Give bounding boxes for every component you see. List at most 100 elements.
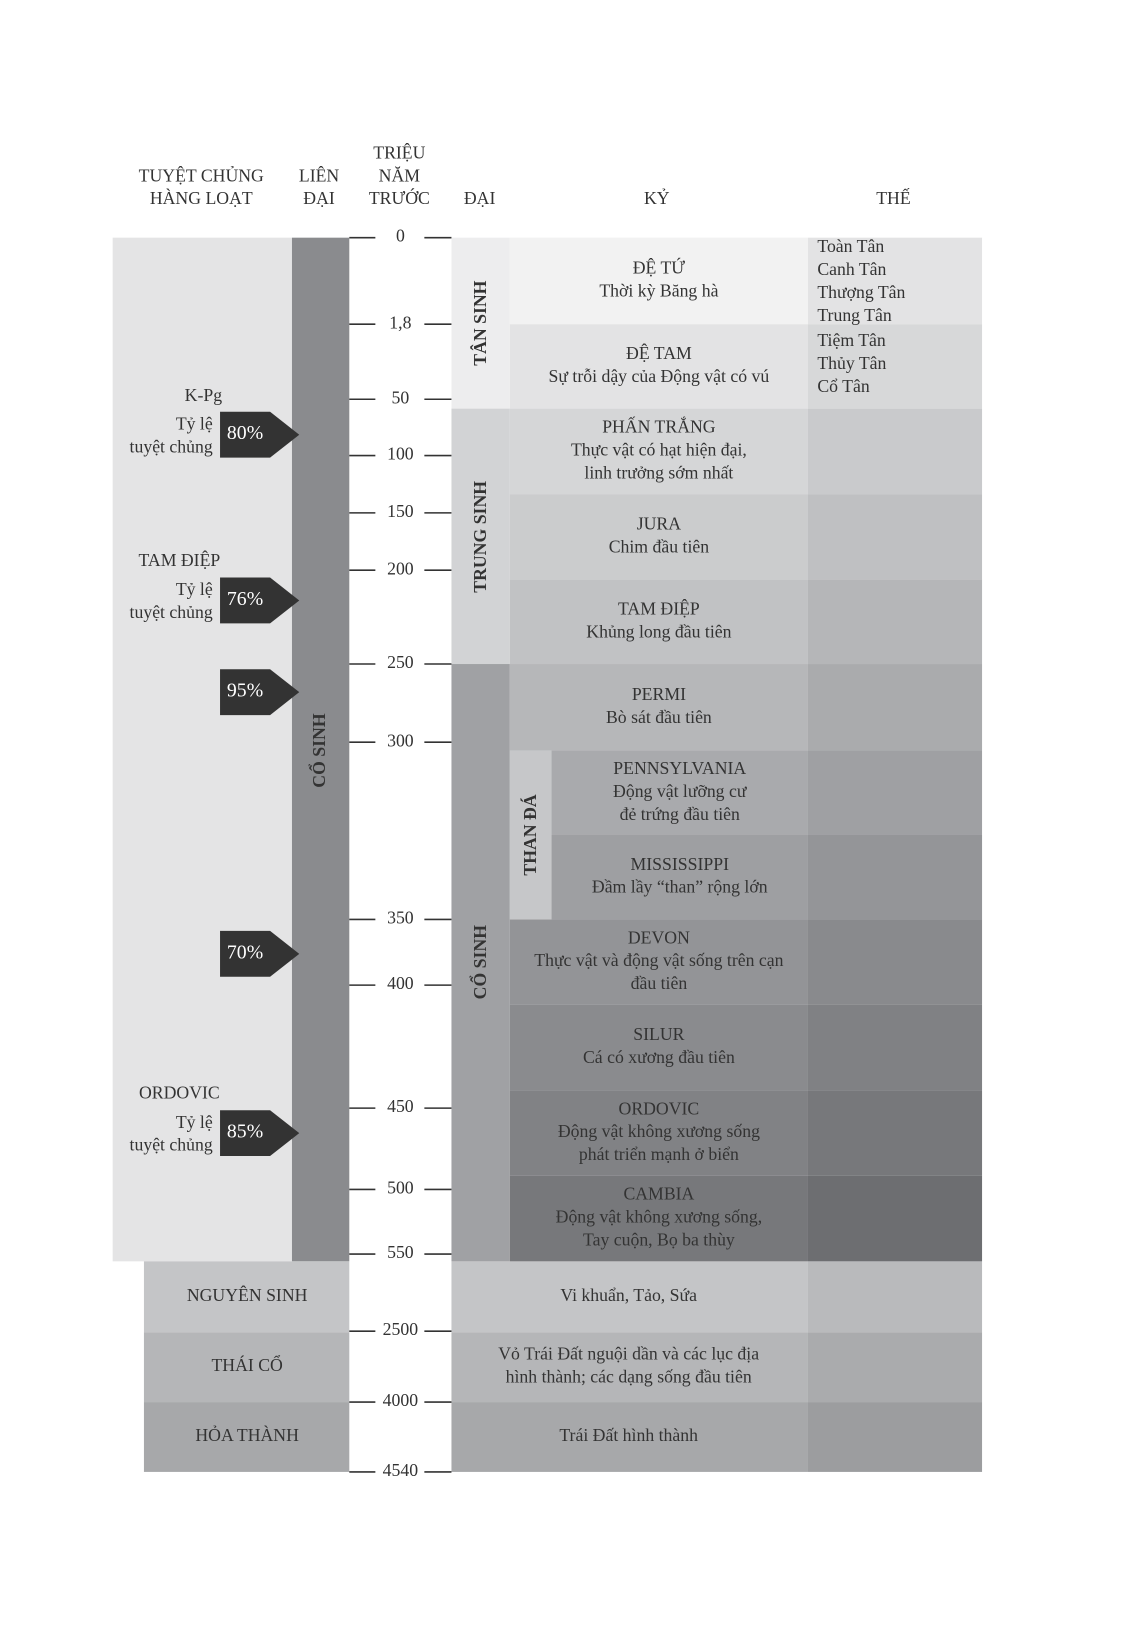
- extinction-name: TAM ĐIỆP: [139, 550, 221, 570]
- extinction-percent: 95%: [227, 680, 263, 702]
- precambrian-eon: [143, 1332, 350, 1403]
- period-desc: Khủng long đầu tiên: [586, 621, 731, 641]
- era-cell: [451, 664, 510, 1262]
- period-desc: Chim đầu tiên: [609, 536, 710, 556]
- extinction-rate: tuyệt chủng: [130, 602, 213, 622]
- column-header: HÀNG LOẠT: [150, 188, 253, 208]
- precambrian-desc-cell: [451, 1261, 808, 1333]
- column-header: TUYỆT CHỦNG: [139, 165, 264, 185]
- extinction-marker: [220, 411, 300, 458]
- epoch-label: Trung Tân: [817, 305, 891, 325]
- carboniferous-cell: [509, 750, 552, 920]
- time-label: 550: [387, 1242, 414, 1262]
- column-header: ĐẠI: [464, 188, 496, 208]
- period-desc: Bò sát đầu tiên: [606, 707, 712, 727]
- epoch-label: Canh Tân: [817, 259, 886, 279]
- extinction-rate: Tỷ lệ: [176, 1112, 213, 1132]
- epoch-cell: [807, 750, 983, 835]
- period-cell: [509, 664, 808, 751]
- precambrian-epoch-cell: [807, 1402, 983, 1472]
- time-label: 1,8: [389, 312, 411, 332]
- period-desc: Động vật không xương sống: [558, 1121, 760, 1141]
- time-label: 50: [392, 387, 410, 407]
- period-cell: [509, 579, 808, 665]
- time-label: 500: [387, 1177, 414, 1197]
- epoch-label: Cổ Tân: [817, 376, 869, 396]
- precambrian-desc: Vỏ Trái Đất nguội dần và các lục địa: [498, 1344, 759, 1364]
- extinction-rate: Tỷ lệ: [176, 413, 213, 433]
- precambrian-desc: Trái Đất hình thành: [559, 1425, 698, 1445]
- period-desc: Cá có xương đầu tiên: [583, 1047, 735, 1067]
- period-name: TAM ĐIỆP: [618, 598, 700, 618]
- extinction-rate: Tỷ lệ: [176, 579, 213, 599]
- period-desc: phát triển mạnh ở biển: [579, 1144, 739, 1164]
- period-desc: đầu tiên: [631, 973, 688, 993]
- time-label: 350: [387, 907, 414, 927]
- precambrian-desc: Vi khuẩn, Tảo, Sứa: [560, 1285, 697, 1305]
- eon-bar: [291, 237, 350, 1262]
- period-desc: linh trưởng sớm nhất: [584, 462, 733, 482]
- precambrian-eon-label: HỎA THÀNH: [195, 1425, 299, 1445]
- period-cell: [509, 1004, 808, 1091]
- epoch-label: Thủy Tân: [817, 353, 886, 373]
- extinction-marker: [220, 1110, 300, 1157]
- column-header: TRIỆU: [373, 142, 425, 162]
- period-name: JURA: [637, 513, 682, 533]
- period-desc: Thực vật và động vật sống trên cạn: [534, 950, 783, 970]
- time-label: 250: [387, 652, 414, 672]
- period-cell: [551, 750, 808, 835]
- epoch-cell: [807, 1175, 983, 1262]
- time-label: 4000: [383, 1390, 419, 1410]
- era-label: TÂN SINH: [470, 280, 490, 365]
- epoch-cell: [807, 1004, 983, 1091]
- eon-label: CỔ SINH: [309, 713, 329, 788]
- period-cell: [509, 324, 808, 409]
- period-desc: Thời kỳ Băng hà: [599, 280, 718, 300]
- period-name: ORDOVIC: [619, 1098, 700, 1118]
- period-name: CAMBIA: [623, 1184, 694, 1204]
- time-label: 2500: [383, 1319, 419, 1339]
- period-desc: Đầm lầy “than” rộng lớn: [592, 877, 768, 897]
- period-desc: đẻ trứng đầu tiên: [620, 804, 740, 824]
- precambrian-eon-label: NGUYÊN SINH: [187, 1285, 308, 1305]
- era-cell: [451, 408, 510, 665]
- precambrian-eon: [143, 1402, 350, 1472]
- epoch-label: Thượng Tân: [817, 282, 905, 302]
- period-cell: [551, 834, 808, 920]
- period-cell: [509, 494, 808, 580]
- time-label: 150: [387, 501, 414, 521]
- era-label: CỔ SINH: [470, 925, 490, 1000]
- precambrian-epoch-cell: [807, 1261, 983, 1333]
- period-desc: Động vật lưỡng cư: [613, 781, 748, 801]
- epoch-cell: [807, 324, 983, 409]
- extinction-percent: 70%: [227, 941, 263, 963]
- period-desc: Tay cuộn, Bọ ba thùy: [583, 1230, 735, 1250]
- extinction-marker: [220, 930, 300, 977]
- extinction-marker: [220, 577, 300, 624]
- extinction-percent: 76%: [227, 588, 263, 610]
- precambrian-eon-label: THÁI CỔ: [211, 1355, 283, 1375]
- precambrian-epoch-cell: [807, 1332, 983, 1403]
- time-label: 300: [387, 730, 414, 750]
- period-cell: [509, 1090, 808, 1176]
- period-name: SILUR: [633, 1024, 684, 1044]
- epoch-label: Tiệm Tân: [817, 330, 886, 350]
- precambrian-desc-cell: [451, 1402, 808, 1472]
- column-header: TRƯỚC: [369, 188, 430, 208]
- period-cell: [509, 408, 808, 495]
- period-desc: Thực vật có hạt hiện đại,: [571, 439, 747, 459]
- column-header: NĂM: [379, 165, 421, 185]
- extinction-percent: 80%: [227, 422, 263, 444]
- epoch-label: Toàn Tân: [817, 236, 884, 256]
- time-label: 100: [387, 444, 414, 464]
- time-label: 400: [387, 973, 414, 993]
- extinction-marker: [220, 669, 300, 716]
- column-header: THẾ: [876, 188, 910, 208]
- extinction-rate: tuyệt chủng: [130, 436, 213, 456]
- time-label: 0: [396, 226, 405, 246]
- extinction-percent: 85%: [227, 1121, 263, 1143]
- period-cell: [509, 237, 808, 325]
- period-cell: [509, 1175, 808, 1262]
- epoch-cell: [807, 664, 983, 751]
- era-label: TRUNG SINH: [470, 481, 490, 593]
